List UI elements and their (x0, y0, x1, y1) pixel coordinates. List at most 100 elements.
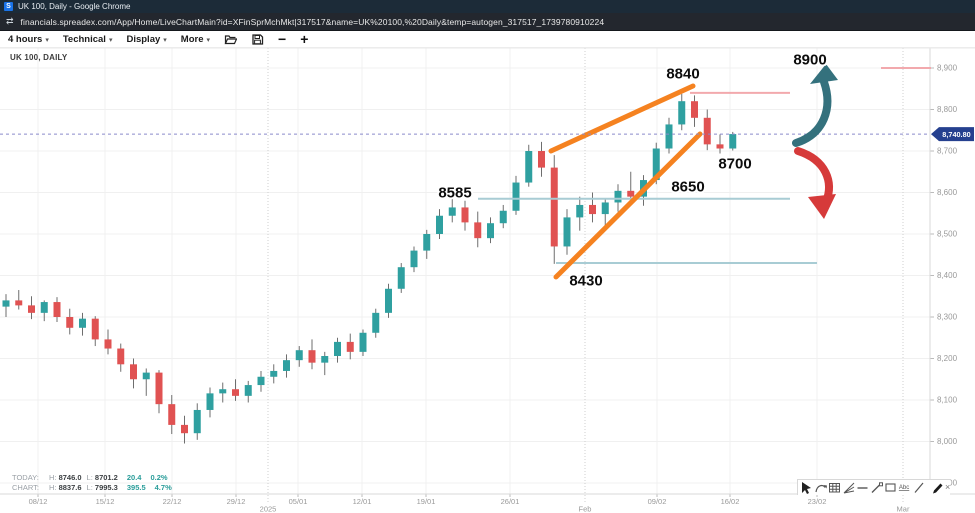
chevron-down-icon: ▾ (163, 36, 167, 44)
session-stats: TODAY: H: 8746.0 L: 8701.2 20.4 0.2% CHA… (12, 473, 172, 493)
down-arrow (794, 147, 836, 219)
x-axis-label: 22/12 (163, 497, 182, 506)
candle-body (729, 134, 737, 149)
horizontal-line-icon[interactable] (856, 481, 869, 494)
x-axis-label: 08/12 (29, 497, 48, 506)
x-axis-label: 12/01 (353, 497, 372, 506)
candle-body (397, 267, 405, 289)
candle-body (499, 210, 507, 224)
candle-body (703, 117, 711, 145)
fan-lines-icon[interactable] (842, 481, 855, 494)
window-titlebar: S UK 100, Daily - Google Chrome (0, 0, 975, 13)
pointer-icon[interactable] (800, 481, 813, 494)
rectangle-tool-icon[interactable] (884, 481, 897, 494)
candle-body (91, 318, 99, 340)
candle-body (691, 101, 698, 118)
candle-body (66, 317, 74, 328)
current-price-badge: 8,740.80 (931, 127, 974, 142)
grid-tool-icon[interactable] (828, 481, 841, 494)
diagonal-line-icon[interactable] (912, 481, 925, 494)
candle-body (219, 389, 227, 394)
candle-body (601, 202, 609, 215)
candle-body (665, 124, 673, 149)
candle-body (283, 360, 290, 371)
candle-body (550, 167, 558, 247)
x-axis-label: 19/01 (417, 497, 436, 506)
candle-body (678, 101, 686, 125)
candle-body (563, 217, 571, 247)
candle-body (346, 341, 354, 352)
open-chart-icon[interactable] (224, 33, 237, 46)
x-axis-label: 26/01 (501, 497, 520, 506)
candle-body (206, 393, 214, 410)
candle-body (168, 404, 176, 425)
candle-body (117, 348, 125, 365)
x-axis-month-label: Feb (579, 505, 592, 513)
browser-urlbar[interactable]: ⇄ financials.spreadex.com/App/Home/LiveC… (0, 13, 975, 31)
today-low: 8701.2 (94, 473, 118, 482)
close-drawbar-icon[interactable]: × (945, 482, 951, 492)
candle-body (79, 318, 86, 328)
price-annotation-8900: 8900 (793, 51, 827, 69)
candle-body (614, 190, 622, 203)
candle-body (130, 364, 137, 380)
zoom-out-button[interactable]: − (278, 31, 287, 47)
spreadex-favicon: S (4, 2, 13, 11)
up-arrow (792, 64, 838, 147)
candle-body (538, 151, 545, 168)
candle-body (308, 350, 316, 363)
chevron-down-icon: ▾ (206, 36, 210, 44)
candle-body (104, 339, 112, 349)
svg-text:Abc: Abc (899, 485, 909, 491)
chart-toolbar: 4 hours ▾ Technical ▾ Display ▾ More ▾ −… (0, 31, 975, 48)
drawing-toolbar: Abc × (797, 479, 950, 495)
today-stats-row: TODAY: H: 8746.0 L: 8701.2 20.4 0.2% (12, 473, 168, 482)
y-axis-label: 8,600 (937, 188, 958, 197)
more-dropdown[interactable]: More ▾ (180, 33, 210, 45)
chart-stats-row: CHART: H: 8837.6 L: 7995.3 395.5 4.7% (12, 483, 172, 492)
candle-body (436, 215, 443, 234)
candle-body (448, 207, 456, 216)
y-axis-label: 8,700 (937, 147, 958, 156)
curve-arrow-icon[interactable] (814, 481, 827, 494)
candle-body (142, 372, 150, 380)
trendline-icon[interactable] (870, 481, 883, 494)
timeframe-dropdown[interactable]: 4 hours ▾ (8, 33, 49, 45)
candle-body (410, 250, 418, 268)
x-axis-label: 16/02 (721, 497, 740, 506)
candle-body (576, 204, 584, 218)
tab-switch-icon[interactable]: ⇄ (6, 16, 14, 26)
candle-body (359, 332, 367, 352)
gridlines: 8,900 8,800 8,700 8,600 8,500 8,400 8,300 8,200… (0, 48, 958, 513)
y-axis-label: 8,300 (937, 313, 958, 322)
url-text[interactable]: financials.spreadex.com/App/Home/LiveCha… (20, 16, 605, 27)
text-tool-icon[interactable]: Abc (898, 481, 911, 494)
chevron-down-icon: ▾ (108, 36, 113, 44)
window-title: UK 100, Daily - Google Chrome (18, 2, 131, 11)
y-axis-label: 8,500 (937, 230, 958, 239)
y-axis-label: 8,100 (937, 396, 958, 405)
y-axis-label: 8,000 (937, 437, 958, 446)
zoom-in-button[interactable]: + (300, 31, 309, 47)
y-axis-label: 8,400 (937, 271, 958, 280)
price-annotation-8700: 8700 (718, 155, 752, 173)
technical-dropdown[interactable]: Technical ▾ (62, 33, 113, 45)
chart-low: 7995.3 (94, 483, 118, 492)
chart-symbol-label: UK 100, DAILY (10, 53, 68, 62)
chart-change: 395.5 (126, 483, 146, 492)
candle-body (385, 288, 392, 313)
x-axis-label: 09/02 (648, 497, 667, 506)
candle-body (321, 356, 329, 363)
price-annotation-8430: 8430 (569, 272, 603, 290)
price-annotation-8650: 8650 (671, 178, 705, 196)
pencil-icon[interactable] (931, 481, 944, 494)
candle-body (40, 302, 48, 313)
candle-body (525, 151, 533, 183)
chevron-down-icon: ▾ (45, 36, 49, 44)
candle-body (474, 222, 482, 239)
candle-body (244, 385, 252, 396)
save-chart-icon[interactable] (251, 33, 264, 46)
candle-body (423, 234, 431, 251)
display-dropdown[interactable]: Display ▾ (126, 33, 167, 45)
